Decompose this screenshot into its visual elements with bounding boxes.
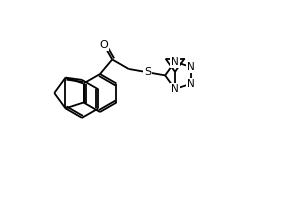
Text: S: S xyxy=(144,67,151,77)
Text: N: N xyxy=(187,79,195,89)
Text: N: N xyxy=(171,57,179,67)
Text: N: N xyxy=(171,84,179,94)
Text: O: O xyxy=(100,40,109,50)
Text: N: N xyxy=(187,62,195,72)
